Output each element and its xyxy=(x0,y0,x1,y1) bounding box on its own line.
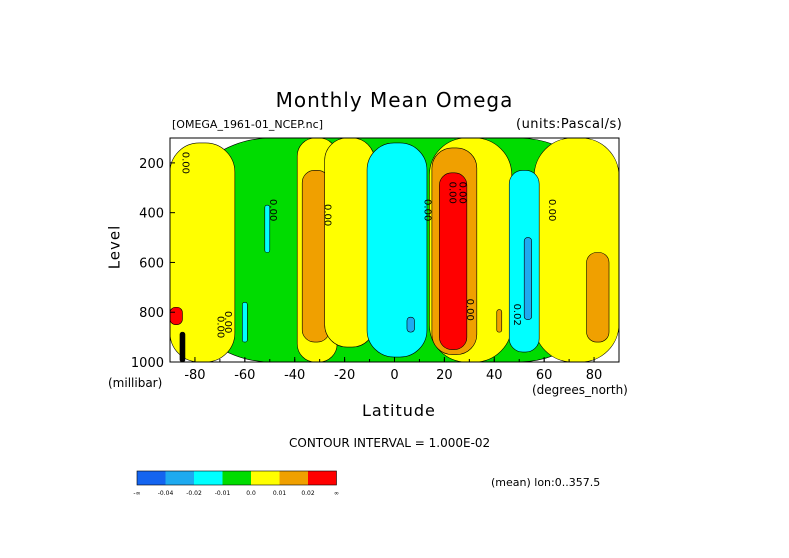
heatmap-region xyxy=(496,309,503,333)
contour-label: 0.00 xyxy=(214,316,225,338)
colorbar-label: ∞ xyxy=(334,490,339,497)
heatmap-region xyxy=(264,204,271,253)
chart-title: Monthly Mean Omega xyxy=(275,88,514,112)
x-tick-label: -80 xyxy=(184,368,205,383)
colorbar-swatch xyxy=(194,471,223,485)
heatmap-region xyxy=(439,172,468,350)
units-label: (units:Pascal/s) xyxy=(516,117,623,132)
contour-interval-label: CONTOUR INTERVAL = 1.000E-02 xyxy=(289,436,491,450)
heatmap-regions xyxy=(169,137,620,363)
heatmap-region xyxy=(586,252,610,343)
contour-labels: 0.000.000.000.00 0.00 0.000.000.000.00 0.02… xyxy=(179,152,557,339)
y-tick-label: 400 xyxy=(139,207,164,222)
colorbar-swatch xyxy=(165,471,194,485)
y-tick-label: 1000 xyxy=(131,356,164,371)
y-tick-label: 200 xyxy=(139,157,164,172)
y-tick-label: 600 xyxy=(139,256,164,271)
x-axis-ticks: -80 -60 -40 -20 0 20 40 60 80 xyxy=(169,357,620,383)
contour-label: 0.00 xyxy=(322,204,333,226)
x-tick-label: 0 xyxy=(390,368,398,383)
colorbar-swatch xyxy=(222,471,251,485)
contour-label: 0.00 xyxy=(222,311,233,333)
x-tick-label: 40 xyxy=(486,368,503,383)
heatmap-region xyxy=(523,237,532,320)
colorbar: -∞ -0.04 -0.02 -0.01 0.0 0.01 0.02 ∞ xyxy=(133,470,339,497)
heatmap-region xyxy=(242,301,248,343)
contour-label: 0.02 xyxy=(511,304,522,326)
colorbar-label: -∞ xyxy=(133,490,140,497)
contour-label: 0.00 xyxy=(456,182,467,204)
colorbar-swatch xyxy=(279,471,308,485)
heatmap-region xyxy=(366,142,428,358)
colorbar-swatch xyxy=(137,471,166,485)
region-label: (mean) lon:0..357.5 xyxy=(491,476,601,489)
x-tick-label: 60 xyxy=(536,368,553,383)
colorbar-label: -0.04 xyxy=(158,490,174,497)
contour-label: 0.00 xyxy=(421,199,432,221)
x-tick-label: 20 xyxy=(436,368,453,383)
colorbar-border xyxy=(136,470,337,486)
contour-label: 0.00 xyxy=(267,199,278,221)
y-tick-label: 800 xyxy=(139,306,164,321)
colorbar-label: 0.01 xyxy=(273,490,287,497)
x-tick-label: -40 xyxy=(284,368,305,383)
x-axis-label: Latitude xyxy=(362,401,436,420)
colorbar-swatch xyxy=(251,471,280,485)
contour-label: 0.00 xyxy=(446,182,457,204)
contour-label: 0.00 xyxy=(179,152,190,174)
y-axis-ticks: 200 400 600 800 1000 xyxy=(131,157,175,371)
heatmap-region xyxy=(406,316,415,333)
colorbar-label: 0.0 xyxy=(246,490,256,497)
colorbar-label: -0.02 xyxy=(186,490,202,497)
colorbar-label: 0.02 xyxy=(301,490,315,497)
x-tick-label: -60 xyxy=(234,368,255,383)
colorbar-label: -0.01 xyxy=(215,490,231,497)
x-tick-label: 80 xyxy=(586,368,603,383)
dataset-filename: [OMEGA_1961-01_NCEP.nc] xyxy=(172,118,323,131)
x-tick-label: -20 xyxy=(334,368,355,383)
colorbar-swatch xyxy=(308,471,337,485)
contour-label: 0.00 xyxy=(464,299,475,321)
heatmap-region xyxy=(179,331,186,363)
heatmap-region xyxy=(169,306,183,325)
contour-label: 0.00 xyxy=(546,199,557,221)
y-axis-unit: (millibar) xyxy=(108,376,163,390)
x-axis-unit: (degrees_north) xyxy=(532,383,628,397)
